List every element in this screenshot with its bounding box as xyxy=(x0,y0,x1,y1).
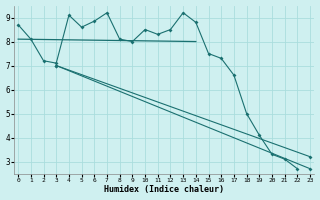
X-axis label: Humidex (Indice chaleur): Humidex (Indice chaleur) xyxy=(104,185,224,194)
